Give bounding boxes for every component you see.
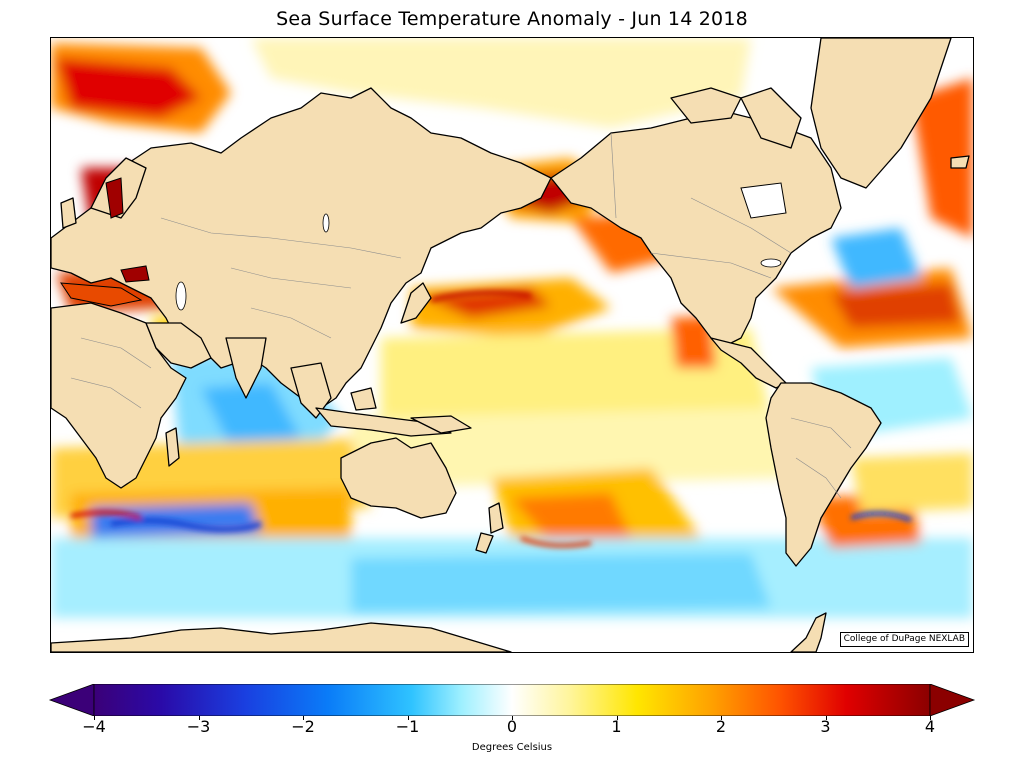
baltic-sea: [105, 177, 124, 219]
new-guinea: [410, 415, 472, 434]
colorbar-tick-mark: [303, 716, 304, 720]
baffin-island: [740, 87, 802, 149]
map-title: Sea Surface Temperature Anomaly - Jun 14…: [276, 8, 748, 30]
great-lakes: [760, 258, 782, 268]
colorbar-tick-mark: [407, 716, 409, 720]
country-borders: [70, 132, 852, 499]
caspian-sea: [175, 281, 187, 311]
new-zealand-south: [475, 532, 494, 554]
colorbar-tick-label: −4: [82, 717, 106, 736]
credit-label: College of DuPage NEXLAB: [839, 632, 969, 647]
colorbar-tick-mark: [512, 716, 513, 720]
colorbar-tick-mark: [616, 716, 618, 720]
colorbar-tick-label: 2: [715, 717, 727, 736]
greenland: [810, 38, 952, 189]
arabia: [145, 322, 212, 369]
colorbar-gradient: [93, 684, 931, 716]
colorbar-tick-label: 1: [611, 717, 622, 736]
indonesia: [315, 407, 452, 437]
central-america: [710, 337, 787, 389]
colorbar-min-extend: [48, 684, 95, 716]
india: [225, 337, 267, 399]
colorbar-tick-mark: [198, 716, 200, 720]
mediterranean: [60, 282, 143, 307]
lakes: [175, 213, 782, 311]
south-america: [765, 382, 882, 567]
borneo: [350, 387, 377, 411]
new-zealand: [488, 502, 504, 534]
colorbar-tick-label: 4: [924, 717, 936, 736]
colorbar-tick-mark: [721, 716, 722, 720]
land: [51, 38, 970, 652]
colorbar-tick-label: −1: [395, 717, 420, 736]
hudson-bay: [740, 182, 787, 219]
antarctica-peninsula: [790, 612, 827, 652]
colorbar-tick-mark: [825, 716, 827, 720]
indochina: [290, 362, 332, 419]
lake-baikal: [322, 213, 330, 233]
arctic-islands: [670, 87, 742, 124]
colorbar-tick-label: 3: [820, 717, 831, 736]
colorbar: [48, 684, 976, 716]
black-sea: [120, 265, 150, 283]
madagascar: [165, 427, 180, 467]
colorbar-tick-label: −2: [291, 717, 315, 736]
anomaly-detail: [70, 290, 912, 548]
colorbar-tick-mark: [94, 716, 95, 720]
colorbar-max-extend: [929, 684, 976, 716]
colorbar-tick-mark: [930, 716, 931, 720]
iceland: [950, 155, 970, 169]
british-isles: [60, 197, 77, 229]
colorbar-label: Degrees Celsius: [471, 742, 553, 753]
japan: [400, 282, 432, 324]
sst-anomaly-map: College of DuPage NEXLAB: [50, 37, 974, 653]
colorbar-tick-label: −3: [186, 717, 211, 736]
colorbar-tick-label: 0: [506, 717, 518, 736]
australia: [340, 437, 457, 519]
antarctica: [51, 622, 512, 652]
inland-seas: [60, 177, 787, 307]
